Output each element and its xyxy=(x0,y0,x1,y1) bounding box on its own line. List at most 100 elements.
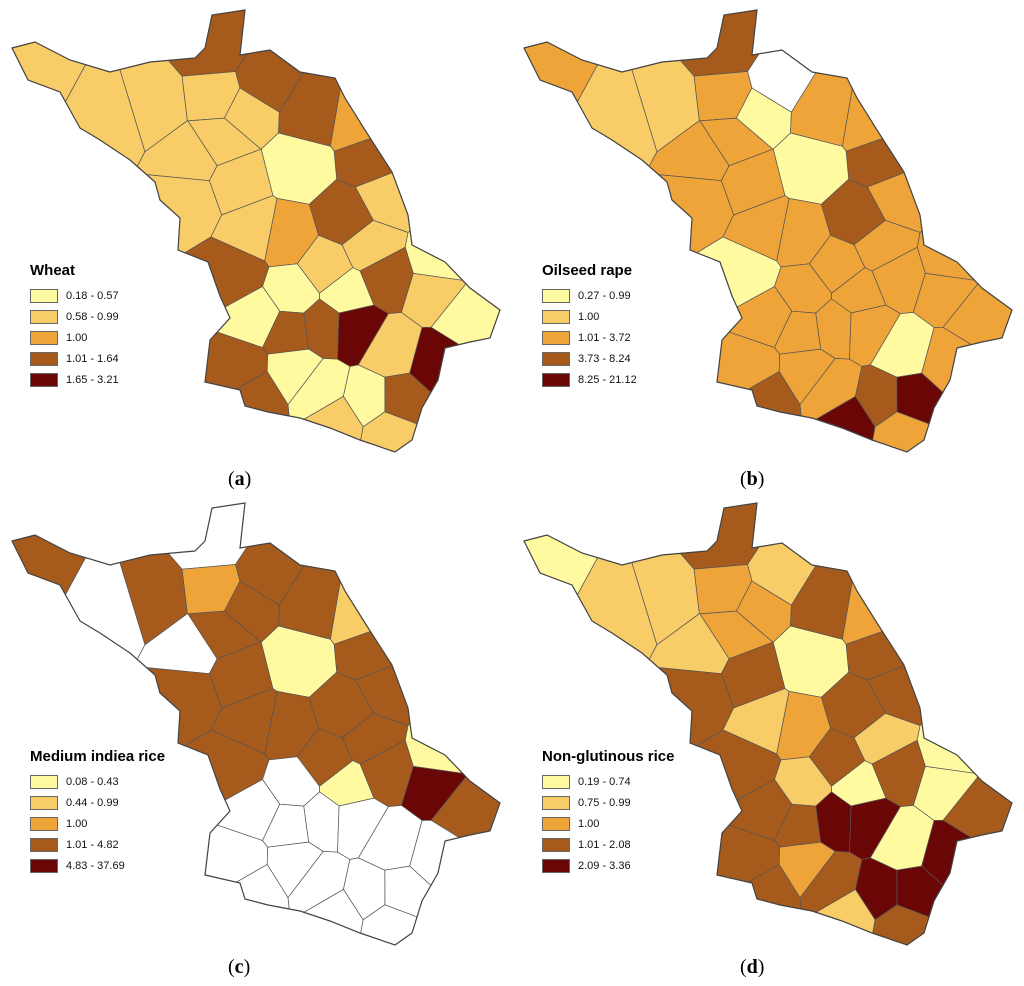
legend-title: Medium indiea rice xyxy=(30,748,166,765)
legend-item: 1.01 - 2.08 xyxy=(542,834,675,855)
caption-close: ) xyxy=(244,468,252,490)
legend-label: 0.08 - 0.43 xyxy=(66,775,119,788)
legend-swatch xyxy=(542,774,570,789)
legend-rows: 0.08 - 0.43 0.44 - 0.99 1.00 1.01 - 4.82 4.8… xyxy=(30,771,165,876)
legend-label: 4.83 - 37.69 xyxy=(66,859,125,872)
panel-caption: (a) xyxy=(228,468,251,491)
province-outline xyxy=(523,9,1013,453)
legend-title: Wheat xyxy=(30,262,75,279)
panel-caption: (b) xyxy=(740,468,764,491)
map-panel-a: Wheat 0.18 - 0.57 0.58 - 0.99 1.00 1.01 - 1… xyxy=(0,0,512,493)
legend-label: 1.65 - 3.21 xyxy=(66,373,119,386)
province-outline xyxy=(11,502,501,946)
legend-swatch xyxy=(542,351,570,366)
legend: Oilseed rape 0.27 - 0.99 1.00 1.01 - 3.72 3… xyxy=(542,262,637,390)
legend-label: 0.27 - 0.99 xyxy=(578,289,631,302)
caption-open: ( xyxy=(228,468,235,490)
legend-label: 3.73 - 8.24 xyxy=(578,352,631,365)
legend-label: 0.58 - 0.99 xyxy=(66,310,119,323)
map-medium-indiea-rice xyxy=(11,502,501,946)
legend-item: 0.75 - 0.99 xyxy=(542,792,675,813)
legend-item: 1.01 - 1.64 xyxy=(30,348,119,369)
caption-close: ) xyxy=(757,468,765,490)
legend-label: 1.01 - 2.08 xyxy=(578,838,631,851)
county-region xyxy=(916,723,976,774)
legend-title: Oilseed rape xyxy=(542,262,633,279)
legend-item: 2.09 - 3.36 xyxy=(542,855,675,876)
map-non-glutinous-rice xyxy=(523,502,1013,946)
county-region xyxy=(167,9,248,77)
map-oilseed-rape xyxy=(523,9,1013,453)
county-region xyxy=(404,723,464,774)
legend-label: 0.44 - 0.99 xyxy=(66,796,119,809)
legend-swatch xyxy=(542,309,570,324)
legend: Non-glutinous rice 0.19 - 0.74 0.75 - 0.9… xyxy=(542,748,675,876)
legend-item: 0.58 - 0.99 xyxy=(30,306,119,327)
legend-item: 1.00 xyxy=(542,813,675,834)
panel-caption: (d) xyxy=(740,956,764,979)
county-region xyxy=(167,502,248,570)
legend-swatch xyxy=(30,330,58,345)
legend-item: 0.27 - 0.99 xyxy=(542,285,637,306)
map-panel-d: Non-glutinous rice 0.19 - 0.74 0.75 - 0.9… xyxy=(512,493,1024,986)
legend-rows: 0.27 - 0.99 1.00 1.01 - 3.72 3.73 - 8.24 8.2… xyxy=(542,285,637,390)
county-region xyxy=(404,230,464,281)
caption-close: ) xyxy=(243,956,251,978)
legend-title: Non-glutinous rice xyxy=(542,748,675,765)
legend-item: 0.08 - 0.43 xyxy=(30,771,165,792)
legend-item: 1.00 xyxy=(30,327,119,348)
caption-close: ) xyxy=(757,956,765,978)
legend-swatch xyxy=(542,858,570,873)
legend-label: 0.19 - 0.74 xyxy=(578,775,631,788)
legend-label: 1.01 - 1.64 xyxy=(66,352,119,365)
legend-label: 1.00 xyxy=(66,817,88,830)
legend-swatch xyxy=(30,858,58,873)
legend-swatch xyxy=(30,795,58,810)
legend-item: 0.44 - 0.99 xyxy=(30,792,165,813)
legend-label: 8.25 - 21.12 xyxy=(578,373,637,386)
map-panel-c: Medium indiea rice 0.08 - 0.43 0.44 - 0.9… xyxy=(0,493,512,986)
province-outline xyxy=(11,9,501,453)
legend-item: 1.01 - 4.82 xyxy=(30,834,165,855)
legend-swatch xyxy=(542,816,570,831)
legend-swatch xyxy=(542,795,570,810)
county-region xyxy=(679,9,760,77)
legend-label: 2.09 - 3.36 xyxy=(578,859,631,872)
caption-open: ( xyxy=(740,468,747,490)
legend-swatch xyxy=(30,372,58,387)
legend-rows: 0.18 - 0.57 0.58 - 0.99 1.00 1.01 - 1.64 1.6… xyxy=(30,285,119,390)
legend-item: 3.73 - 8.24 xyxy=(542,348,637,369)
legend-swatch xyxy=(30,837,58,852)
legend-swatch xyxy=(30,816,58,831)
caption-letter: c xyxy=(234,956,244,978)
county-region xyxy=(679,502,760,570)
legend-item: 1.01 - 3.72 xyxy=(542,327,637,348)
legend-label: 0.75 - 0.99 xyxy=(578,796,631,809)
legend-item: 1.00 xyxy=(542,306,637,327)
caption-open: ( xyxy=(228,956,235,978)
legend-swatch xyxy=(542,330,570,345)
panel-caption: (c) xyxy=(228,956,250,979)
legend-item: 0.19 - 0.74 xyxy=(542,771,675,792)
legend-label: 0.18 - 0.57 xyxy=(66,289,119,302)
legend-swatch xyxy=(30,309,58,324)
caption-letter: b xyxy=(746,468,758,490)
legend-label: 1.00 xyxy=(578,817,600,830)
map-wheat xyxy=(11,9,501,453)
legend-label: 1.00 xyxy=(578,310,600,323)
legend-swatch xyxy=(30,774,58,789)
legend: Medium indiea rice 0.08 - 0.43 0.44 - 0.9… xyxy=(30,748,165,876)
legend-item: 1.00 xyxy=(30,813,165,834)
legend-item: 0.18 - 0.57 xyxy=(30,285,119,306)
legend-label: 1.01 - 3.72 xyxy=(578,331,631,344)
county-region xyxy=(916,230,976,281)
legend-rows: 0.19 - 0.74 0.75 - 0.99 1.00 1.01 - 2.08 2.0… xyxy=(542,771,675,876)
legend-label: 1.01 - 4.82 xyxy=(66,838,119,851)
caption-letter: a xyxy=(234,468,245,490)
legend-swatch xyxy=(30,288,58,303)
legend-label: 1.00 xyxy=(66,331,88,344)
legend-swatch xyxy=(30,351,58,366)
legend-swatch xyxy=(542,288,570,303)
legend-swatch xyxy=(542,372,570,387)
map-panel-b: Oilseed rape 0.27 - 0.99 1.00 1.01 - 3.72 3… xyxy=(512,0,1024,493)
